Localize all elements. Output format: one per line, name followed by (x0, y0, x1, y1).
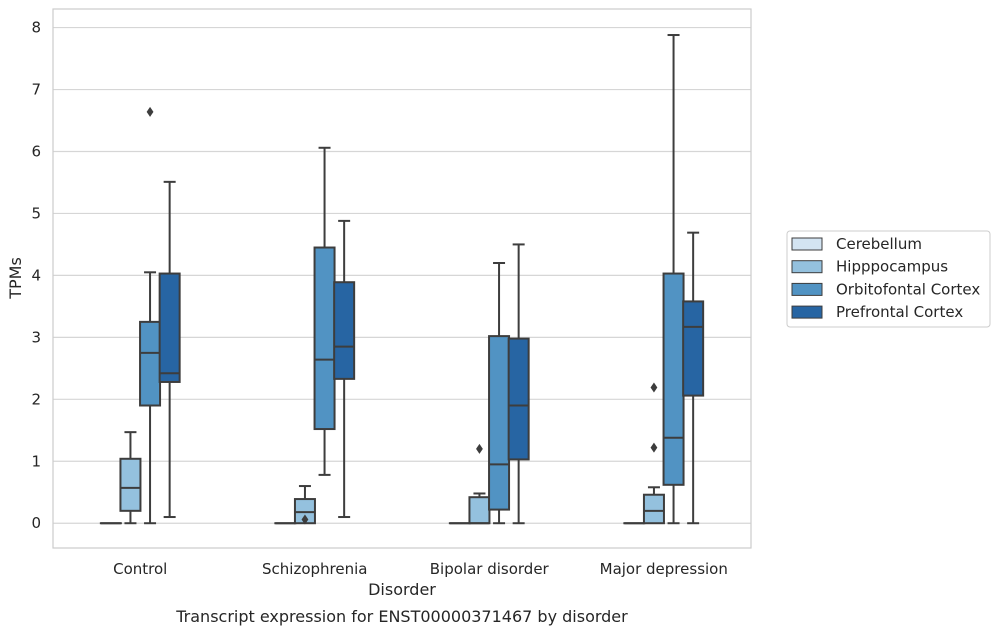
x-tick-label: Control (113, 560, 167, 578)
box-prefrontal-cortex (509, 244, 529, 523)
legend-swatch (792, 261, 822, 273)
box-body (644, 495, 664, 523)
y-tick-label: 2 (31, 390, 41, 408)
box-body (315, 248, 335, 430)
box-layer (101, 35, 703, 524)
box-hipppocampus (120, 432, 140, 523)
y-tick-label: 8 (31, 19, 41, 37)
box-prefrontal-cortex (683, 233, 703, 524)
outlier-point (476, 444, 483, 454)
box-prefrontal-cortex (334, 221, 354, 517)
y-tick-label: 5 (31, 204, 41, 222)
box-body (469, 497, 489, 523)
legend-label: Prefrontal Cortex (836, 303, 963, 321)
box-prefrontal-cortex (160, 182, 180, 517)
box-body (683, 301, 703, 395)
box-body (120, 459, 140, 511)
legend: Cerebellum Hipppocampus Orbitofontal Corte… (787, 231, 990, 327)
box-orbitofontal-cortex (489, 263, 509, 523)
legend-swatch (792, 238, 822, 250)
box-orbitofontal-cortex (664, 35, 684, 523)
box-body (140, 322, 160, 406)
box-body (664, 274, 684, 485)
y-tick-label: 3 (31, 328, 41, 346)
y-axis-title: TPMs (6, 257, 25, 300)
grid-layer (53, 28, 751, 524)
y-tick-label: 4 (31, 266, 41, 284)
x-tick-label: Major depression (600, 560, 728, 578)
x-axis-title: Disorder (368, 580, 436, 599)
box-orbitofontal-cortex (315, 148, 335, 475)
legend-label: Cerebellum (836, 235, 922, 253)
legend-swatch (792, 283, 822, 295)
x-tick-labels: Control Schizophrenia Bipolar disorder Majo… (113, 560, 728, 578)
outlier-point (651, 383, 658, 393)
x-tick-label: Bipolar disorder (430, 560, 550, 578)
legend-label: Hipppocampus (836, 258, 948, 276)
legend-swatch (792, 306, 822, 318)
box-body (509, 339, 529, 460)
y-tick-label: 0 (31, 514, 41, 532)
y-tick-label: 6 (31, 142, 41, 160)
x-tick-label: Schizophrenia (262, 560, 367, 578)
box-hipppocampus (295, 486, 315, 524)
box-body (160, 274, 180, 382)
outlier-point (651, 443, 658, 453)
box-body (489, 336, 509, 509)
y-tick-label: 7 (31, 81, 41, 99)
box-body (334, 282, 354, 379)
box-hipppocampus (469, 444, 489, 523)
outlier-point (147, 107, 154, 117)
y-tick-label: 1 (31, 452, 41, 470)
box-hipppocampus (644, 383, 664, 524)
legend-label: Orbitofontal Cortex (836, 280, 980, 298)
y-tick-labels: 0 1 2 3 4 5 6 7 8 (31, 19, 41, 533)
chart-caption: Transcript expression for ENST0000037146… (175, 607, 628, 626)
